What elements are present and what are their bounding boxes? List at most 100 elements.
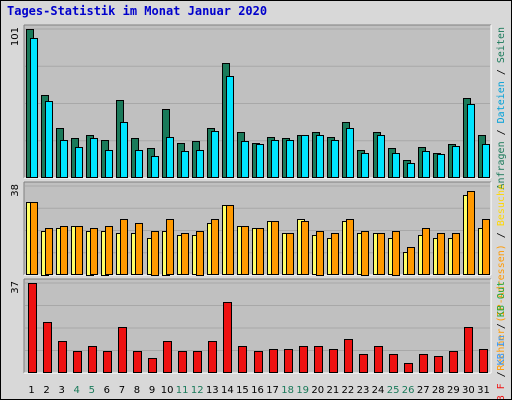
bar-kb-f-day-29 bbox=[449, 351, 458, 373]
bar-kb-f-day-25 bbox=[389, 354, 398, 373]
x-tick-label: 22 bbox=[342, 385, 355, 396]
bar-besuche-day-8 bbox=[135, 223, 143, 275]
bar-kb-f-day-22 bbox=[344, 339, 353, 373]
legend-item: Besuche bbox=[496, 184, 507, 226]
chart-panel-middle: 38 Rechner (IP-Adressen) / Besuche bbox=[10, 181, 507, 371]
bar-kb-f-day-12 bbox=[193, 351, 202, 373]
x-tick-label: 24 bbox=[372, 385, 385, 396]
bar-kb-f-day-15 bbox=[238, 346, 247, 373]
bar-besuche-day-6 bbox=[105, 226, 113, 275]
bar-dateien-day-26 bbox=[407, 163, 415, 178]
bar-besuche-day-14 bbox=[226, 205, 234, 275]
bar-kb-f-day-4 bbox=[73, 351, 82, 373]
bar-kb-f-day-3 bbox=[58, 341, 67, 373]
x-tick-label: 25 bbox=[387, 385, 400, 396]
bar-kb-f-day-19 bbox=[299, 346, 308, 373]
bar-dateien-day-20 bbox=[316, 135, 324, 178]
legend-top: Anfragen / Dateien / Seiten bbox=[496, 27, 507, 190]
x-tick-label: 30 bbox=[462, 385, 475, 396]
bar-kb-f-day-8 bbox=[133, 351, 142, 373]
bar-dateien-day-4 bbox=[75, 147, 83, 178]
bar-kb-f-day-16 bbox=[254, 351, 263, 373]
bar-besuche-day-21 bbox=[331, 233, 339, 275]
bar-dateien-day-10 bbox=[166, 137, 174, 178]
bar-kb-f-day-20 bbox=[314, 346, 323, 373]
bar-dateien-day-22 bbox=[346, 128, 354, 178]
bar-dateien-day-6 bbox=[105, 150, 113, 178]
bar-kb-f-day-1 bbox=[28, 283, 37, 373]
x-tick-label: 26 bbox=[402, 385, 415, 396]
legend-item: / bbox=[496, 226, 507, 244]
bar-besuche-day-31 bbox=[482, 219, 490, 275]
legend-middle: Rechner (IP-Adressen) / Besuche bbox=[496, 184, 507, 371]
bar-besuche-day-18 bbox=[286, 233, 294, 275]
bar-kb-f-day-17 bbox=[269, 349, 278, 373]
y-axis-max-label: 37 bbox=[10, 281, 21, 294]
bar-kb-f-day-5 bbox=[88, 346, 97, 373]
bar-besuche-day-1 bbox=[30, 202, 38, 275]
bar-dateien-day-16 bbox=[256, 144, 264, 178]
x-tick-label: 18 bbox=[281, 385, 294, 396]
bar-besuche-day-16 bbox=[256, 228, 264, 275]
bar-kb-f-day-27 bbox=[419, 354, 428, 373]
x-tick-label: 6 bbox=[104, 385, 110, 396]
bar-dateien-day-28 bbox=[437, 154, 445, 178]
bar-kb-f-day-2 bbox=[43, 322, 52, 373]
x-tick-label: 16 bbox=[251, 385, 264, 396]
bar-dateien-day-7 bbox=[120, 122, 128, 178]
bar-besuche-day-5 bbox=[90, 228, 98, 275]
bar-besuche-day-9 bbox=[151, 231, 159, 276]
bar-kb-f-day-28 bbox=[434, 356, 443, 373]
bar-besuche-day-13 bbox=[211, 219, 219, 275]
bar-besuche-day-20 bbox=[316, 231, 324, 276]
bar-dateien-day-14 bbox=[226, 76, 234, 178]
bar-besuche-day-4 bbox=[75, 226, 83, 275]
bar-besuche-day-17 bbox=[271, 221, 279, 275]
bar-dateien-day-24 bbox=[377, 135, 385, 178]
bar-dateien-day-27 bbox=[422, 151, 430, 178]
x-tick-label: 7 bbox=[119, 385, 125, 396]
legend-item: / bbox=[496, 317, 507, 335]
bar-dateien-day-1 bbox=[30, 38, 38, 178]
x-tick-label: 12 bbox=[191, 385, 204, 396]
bar-kb-f-day-9 bbox=[148, 358, 157, 373]
bar-dateien-day-11 bbox=[181, 151, 189, 178]
x-tick-label: 20 bbox=[311, 385, 324, 396]
bar-besuche-day-27 bbox=[422, 228, 430, 275]
bar-besuche-day-12 bbox=[196, 231, 204, 276]
x-tick-label: 23 bbox=[357, 385, 370, 396]
bar-kb-f-day-26 bbox=[404, 363, 413, 373]
bar-dateien-day-9 bbox=[151, 156, 159, 178]
bar-dateien-day-21 bbox=[331, 140, 339, 178]
bar-dateien-day-2 bbox=[45, 101, 53, 178]
legend-item: Anfragen bbox=[496, 141, 507, 189]
x-tick-label: 10 bbox=[161, 385, 174, 396]
x-tick-label: 27 bbox=[417, 385, 430, 396]
x-tick-label: 15 bbox=[236, 385, 249, 396]
bar-besuche-day-3 bbox=[60, 226, 68, 275]
x-tick-label: 13 bbox=[206, 385, 219, 396]
bar-kb-f-day-6 bbox=[103, 351, 112, 373]
bar-besuche-day-7 bbox=[120, 219, 128, 275]
x-tick-label: 14 bbox=[221, 385, 234, 396]
y-axis-max-label: 38 bbox=[10, 184, 21, 197]
legend-item: / bbox=[496, 365, 507, 383]
bar-kb-f-day-24 bbox=[374, 346, 383, 373]
bar-dateien-day-30 bbox=[467, 104, 475, 178]
chart-title: Tages-Statistik im Monat Januar 2020 bbox=[7, 4, 268, 18]
bar-kb-f-day-23 bbox=[359, 354, 368, 373]
bar-kb-f-day-11 bbox=[178, 351, 187, 373]
bar-besuche-day-29 bbox=[452, 233, 460, 275]
bar-dateien-day-17 bbox=[271, 140, 279, 178]
bar-besuche-day-24 bbox=[377, 233, 385, 275]
bar-dateien-day-5 bbox=[90, 138, 98, 178]
bar-kb-f-day-18 bbox=[284, 349, 293, 373]
bar-besuche-day-25 bbox=[392, 231, 400, 276]
bar-dateien-day-3 bbox=[60, 140, 68, 178]
x-tick-label: 5 bbox=[89, 385, 95, 396]
legend-item: / bbox=[496, 123, 507, 141]
bar-dateien-day-15 bbox=[241, 141, 249, 178]
